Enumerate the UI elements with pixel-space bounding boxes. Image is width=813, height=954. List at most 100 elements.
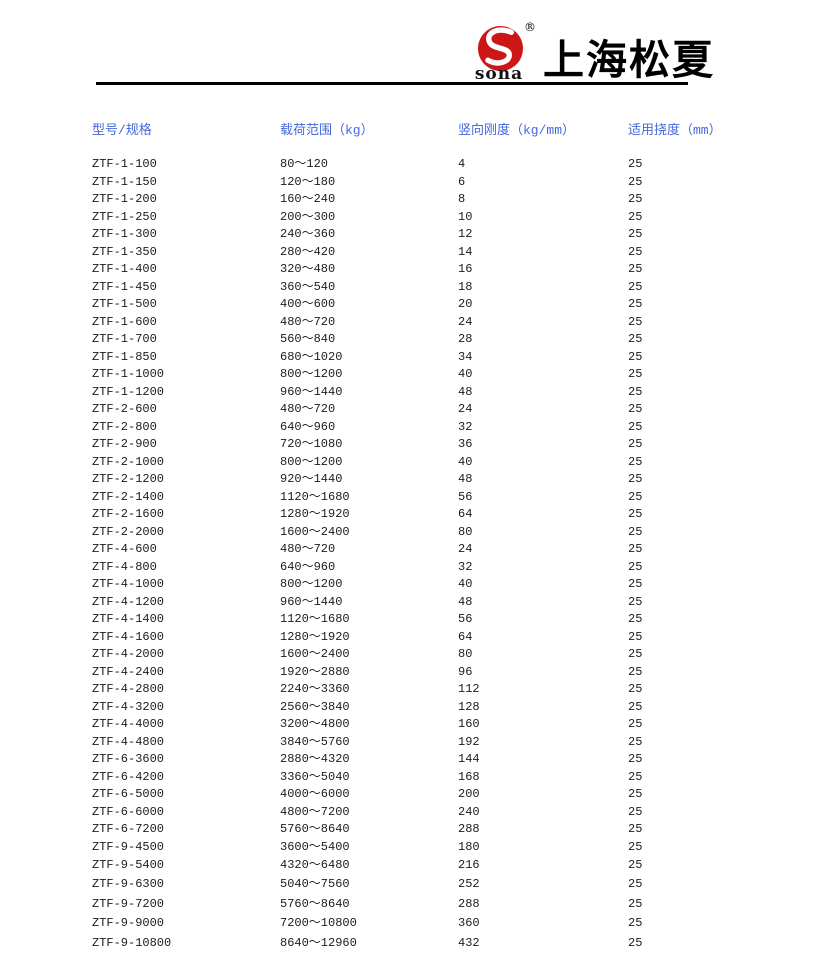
table-row: ZTF-4-2000 1600～2400 80 25 bbox=[92, 646, 752, 664]
cell-stiffness: 48 bbox=[458, 384, 473, 399]
cell-model: ZTF-1-600 bbox=[92, 314, 157, 329]
cell-load-range: 800～1200 bbox=[280, 367, 343, 381]
cell-stiffness: 8 bbox=[458, 192, 466, 206]
cell-model: ZTF-2-900 bbox=[92, 437, 157, 451]
table-row: ZTF-6-7200 5760～8640 288 25 bbox=[92, 821, 752, 839]
cell-stiffness: 6 bbox=[458, 174, 466, 189]
cell-model: ZTF-1-200 bbox=[92, 192, 157, 206]
cell-stiffness: 32 bbox=[458, 559, 473, 574]
cell-stiffness: 288 bbox=[458, 896, 480, 911]
cell-model: ZTF-6-4200 bbox=[92, 769, 165, 784]
cell-model: ZTF-4-600 bbox=[92, 542, 157, 556]
cell-deflection: 25 bbox=[628, 629, 643, 644]
cell-load-range: 320～480 bbox=[280, 262, 336, 276]
cell-stiffness: 12 bbox=[458, 227, 473, 241]
cell-deflection: 25 bbox=[628, 332, 643, 346]
cell-load-range: 1120～1680 bbox=[280, 489, 350, 504]
cell-deflection: 25 bbox=[628, 192, 643, 206]
cell-stiffness: 28 bbox=[458, 332, 473, 346]
table-body: ZTF-1-100 80～120 4 25 ZTF-1-150 120～180 6 25 ZTF… bbox=[92, 156, 752, 953]
cell-deflection: 25 bbox=[628, 734, 643, 749]
cell-deflection: 25 bbox=[628, 935, 643, 950]
table-row: ZTF-2-600 480～720 24 25 bbox=[92, 401, 752, 419]
cell-load-range: 7200～10800 bbox=[280, 916, 357, 931]
table-row: ZTF-1-250 200～300 10 25 bbox=[92, 209, 752, 227]
cell-model: ZTF-1-700 bbox=[92, 332, 157, 346]
cell-load-range: 720～1080 bbox=[280, 437, 343, 451]
column-header-load-range: 载荷范围（kg） bbox=[280, 123, 374, 138]
cell-deflection: 25 bbox=[628, 297, 643, 311]
table-row: ZTF-4-1600 1280～1920 64 25 bbox=[92, 629, 752, 647]
cell-deflection: 25 bbox=[628, 437, 643, 451]
cell-load-range: 4800～7200 bbox=[280, 804, 350, 819]
cell-deflection: 25 bbox=[628, 822, 643, 836]
table-row: ZTF-4-1000 800～1200 40 25 bbox=[92, 576, 752, 594]
cell-load-range: 3600～5400 bbox=[280, 839, 350, 854]
cell-model: ZTF-1-1200 bbox=[92, 384, 165, 399]
cell-stiffness: 180 bbox=[458, 839, 480, 854]
cell-deflection: 25 bbox=[628, 717, 643, 731]
cell-model: ZTF-4-1000 bbox=[92, 577, 165, 591]
cell-stiffness: 40 bbox=[458, 367, 473, 381]
cell-stiffness: 16 bbox=[458, 262, 473, 276]
cell-model: ZTF-6-7200 bbox=[92, 822, 165, 836]
cell-load-range: 400～600 bbox=[280, 297, 336, 311]
table-row: ZTF-9-9000 7200～10800 360 25 bbox=[92, 914, 752, 933]
cell-deflection: 25 bbox=[628, 367, 643, 381]
cell-stiffness: 240 bbox=[458, 804, 480, 819]
cell-model: ZTF-4-2000 bbox=[92, 647, 165, 661]
cell-deflection: 25 bbox=[628, 279, 643, 294]
cell-deflection: 25 bbox=[628, 594, 643, 609]
cell-load-range: 3360～5040 bbox=[280, 769, 350, 784]
cell-load-range: 280～420 bbox=[280, 244, 336, 259]
cell-model: ZTF-4-2400 bbox=[92, 664, 165, 679]
table-row: ZTF-1-500 400～600 20 25 bbox=[92, 296, 752, 314]
table-row: ZTF-6-3600 2880～4320 144 25 bbox=[92, 751, 752, 769]
cell-model: ZTF-4-4000 bbox=[92, 717, 165, 731]
cell-load-range: 360～540 bbox=[280, 279, 336, 294]
table-row: ZTF-1-450 360～540 18 25 bbox=[92, 279, 752, 297]
table-row: ZTF-2-1400 1120～1680 56 25 bbox=[92, 489, 752, 507]
cell-model: ZTF-9-7200 bbox=[92, 896, 165, 911]
cell-stiffness: 80 bbox=[458, 647, 473, 661]
table-row: ZTF-2-1600 1280～1920 64 25 bbox=[92, 506, 752, 524]
cell-stiffness: 144 bbox=[458, 752, 480, 766]
table-row: ZTF-6-6000 4800～7200 240 25 bbox=[92, 804, 752, 822]
cell-model: ZTF-1-250 bbox=[92, 209, 157, 224]
cell-deflection: 25 bbox=[628, 262, 643, 276]
cell-load-range: 80～120 bbox=[280, 157, 329, 171]
cell-deflection: 25 bbox=[628, 402, 643, 416]
cell-stiffness: 36 bbox=[458, 437, 473, 451]
cell-load-range: 1280～1920 bbox=[280, 507, 350, 521]
cell-load-range: 920～1440 bbox=[280, 472, 343, 486]
table-row: ZTF-1-600 480～720 24 25 bbox=[92, 314, 752, 332]
cell-load-range: 640～960 bbox=[280, 419, 336, 434]
cell-load-range: 3200～4800 bbox=[280, 717, 350, 731]
cell-load-range: 240～360 bbox=[280, 227, 336, 241]
table-row: ZTF-1-300 240～360 12 25 bbox=[92, 226, 752, 244]
cell-deflection: 25 bbox=[628, 419, 643, 434]
table-row: ZTF-9-10800 8640～12960 432 25 bbox=[92, 934, 752, 953]
cell-model: ZTF-9-9000 bbox=[92, 916, 165, 931]
company-name: 上海松夏 bbox=[543, 36, 715, 84]
cell-model: ZTF-4-1400 bbox=[92, 612, 165, 626]
cell-deflection: 25 bbox=[628, 157, 643, 171]
cell-model: ZTF-4-1200 bbox=[92, 594, 165, 609]
cell-model: ZTF-6-6000 bbox=[92, 804, 165, 819]
cell-stiffness: 96 bbox=[458, 664, 473, 679]
table-row: ZTF-4-2400 1920～2880 96 25 bbox=[92, 664, 752, 682]
cell-stiffness: 64 bbox=[458, 507, 473, 521]
cell-model: ZTF-1-1000 bbox=[92, 367, 165, 381]
table-row: ZTF-4-4800 3840～5760 192 25 bbox=[92, 734, 752, 752]
table-header-row: 型号/规格 载荷范围（kg） 竖向刚度（kg/mm） 适用挠度（mm） bbox=[92, 122, 752, 156]
table-row: ZTF-4-600 480～720 24 25 bbox=[92, 541, 752, 559]
cell-load-range: 1120～1680 bbox=[280, 612, 350, 626]
column-header-deflection: 适用挠度（mm） bbox=[628, 123, 722, 138]
registered-trademark: ® bbox=[524, 20, 536, 34]
cell-stiffness: 20 bbox=[458, 297, 473, 311]
cell-model: ZTF-1-400 bbox=[92, 262, 157, 276]
cell-stiffness: 56 bbox=[458, 612, 473, 626]
cell-model: ZTF-6-3600 bbox=[92, 752, 165, 766]
cell-deflection: 25 bbox=[628, 314, 643, 329]
